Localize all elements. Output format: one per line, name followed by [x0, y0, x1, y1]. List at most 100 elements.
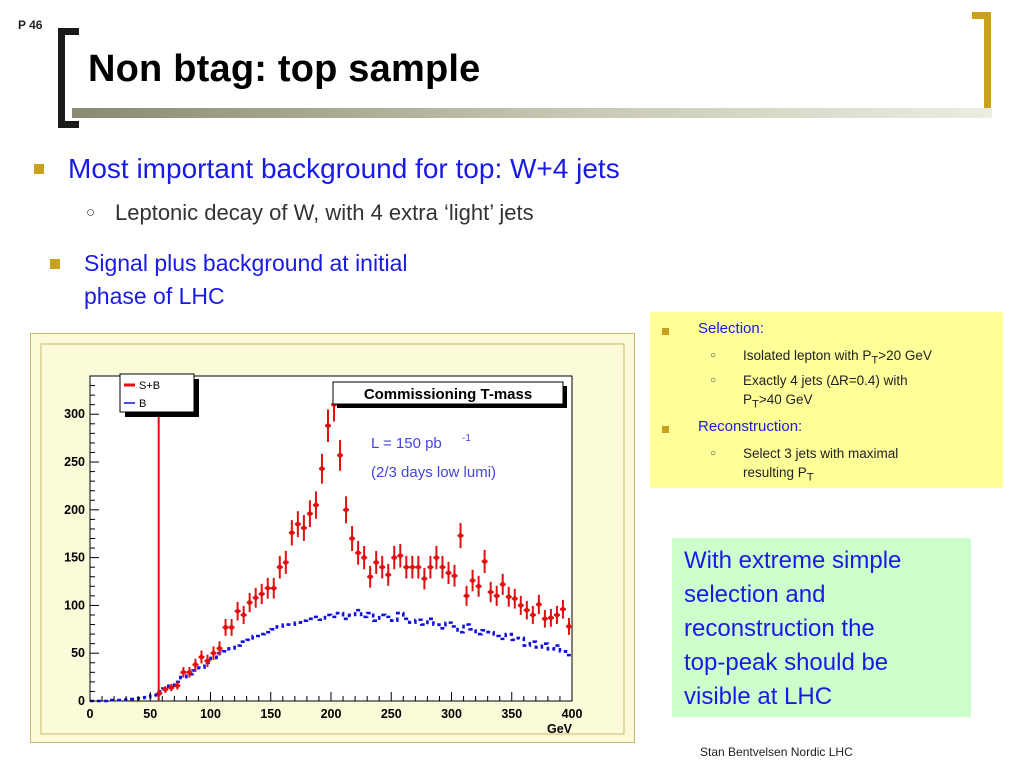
right-bracket-decoration — [972, 12, 991, 118]
sub-bullet-circle-icon: ○ — [86, 204, 96, 221]
signal-marker — [168, 685, 174, 691]
signal-point — [517, 595, 524, 615]
signal-marker — [253, 595, 259, 601]
y-tick-label: 100 — [64, 598, 85, 612]
y-tick-label: 150 — [64, 551, 85, 565]
x-tick-label: 200 — [321, 707, 342, 721]
signal-marker — [440, 564, 445, 570]
x-tick-label: 100 — [200, 707, 221, 721]
signal-point — [379, 555, 386, 579]
signal-point — [523, 600, 530, 620]
x-tick-label: 150 — [260, 707, 281, 721]
signal-marker — [349, 536, 355, 541]
signal-point — [361, 545, 368, 570]
signal-marker — [283, 559, 289, 565]
sub-bullet-text: Leptonic decay of W, with 4 extra ‘light… — [115, 200, 534, 225]
signal-point — [318, 453, 325, 484]
signal-marker — [434, 555, 439, 561]
signal-marker — [343, 507, 349, 513]
signal-marker — [367, 574, 373, 580]
bullet-square-icon — [34, 164, 44, 174]
signal-point — [385, 563, 392, 586]
x-tick-label: 350 — [501, 707, 522, 721]
title-underline — [72, 108, 992, 118]
signal-point — [451, 564, 458, 587]
background-histogram — [90, 608, 572, 703]
signal-point — [553, 605, 560, 625]
bullet-square-icon — [50, 259, 60, 269]
signal-point — [198, 650, 205, 664]
signal-marker — [409, 564, 415, 570]
signal-marker — [530, 612, 536, 618]
signal-marker — [271, 585, 277, 591]
signal-point — [270, 577, 277, 599]
signal-point — [300, 515, 307, 541]
signal-marker — [494, 593, 500, 599]
x-tick-label: 50 — [143, 707, 157, 721]
signal-marker — [205, 658, 210, 664]
signal-point — [276, 555, 283, 579]
signal-marker — [223, 624, 228, 630]
bullet-square-icon — [662, 328, 669, 335]
signal-marker — [397, 553, 403, 559]
signal-marker — [500, 581, 506, 587]
signal-marker — [229, 624, 234, 630]
signal-marker — [458, 533, 463, 539]
signal-point — [258, 583, 265, 605]
t-mass-chart: 0 50 100 150 200 250 300 350 400 0 50 100 150 200 250 3… — [40, 343, 625, 736]
signal-point — [306, 500, 313, 528]
chart-panel: 0 50 100 150 200 250 300 350 400 0 50 100 150 200 250 3… — [30, 333, 635, 743]
signal-point — [415, 555, 422, 579]
x-tick-label: 0 — [87, 707, 94, 721]
signal-marker — [361, 555, 367, 561]
second-bullet: Signal plus background at initial phase … — [84, 247, 407, 313]
second-bullet-line1: Signal plus background at initial — [84, 250, 408, 276]
signal-marker — [301, 525, 307, 531]
signal-marker — [174, 683, 180, 689]
signal-point — [421, 567, 428, 590]
signal-marker — [265, 585, 271, 591]
signal-marker — [199, 654, 204, 660]
signal-point — [367, 565, 374, 588]
signal-marker — [373, 559, 379, 565]
y-tick-label: 250 — [64, 455, 85, 469]
signal-point — [565, 617, 572, 635]
lumi-annotation: L = 150 pb — [371, 435, 442, 452]
signal-marker — [554, 612, 560, 618]
signal-point — [505, 586, 512, 607]
signal-point — [541, 609, 548, 628]
signal-point — [547, 608, 554, 627]
signal-marker — [319, 466, 325, 472]
signal-marker — [247, 600, 253, 605]
y-tick-label: 200 — [64, 503, 85, 517]
signal-marker — [524, 607, 530, 613]
signal-marker — [193, 662, 198, 668]
signal-marker — [566, 624, 572, 629]
signal-point — [391, 545, 398, 570]
slide-title: Non btag: top sample — [88, 48, 481, 90]
circle-bullet-icon: ○ — [710, 350, 717, 361]
signal-point — [312, 491, 319, 519]
signal-marker — [415, 564, 421, 570]
chart-title: Commissioning T-mass — [364, 386, 532, 403]
signal-marker — [355, 550, 361, 556]
selection-item-2-line2: PT>40 GeV — [743, 392, 813, 411]
signal-point — [210, 646, 217, 660]
signal-point — [337, 440, 344, 471]
signal-point — [192, 658, 199, 671]
signal-marker — [391, 555, 397, 561]
signal-marker — [464, 593, 469, 599]
signal-marker — [162, 687, 168, 692]
signal-point — [529, 605, 536, 625]
signal-point — [282, 550, 289, 574]
signal-marker — [241, 612, 247, 618]
plot-area — [89, 375, 573, 702]
conclusion-text: With extreme simple selection and recons… — [684, 547, 902, 710]
signal-point — [174, 681, 181, 690]
signal-point — [433, 545, 440, 570]
main-bullet-text: Most important background for top: W+4 j… — [68, 153, 620, 184]
signal-point — [216, 641, 223, 656]
signal-marker — [470, 578, 475, 583]
selection-info-box: Selection: ○ Isolated lepton with PT>20 … — [650, 312, 1003, 488]
signal-marker — [403, 564, 409, 570]
